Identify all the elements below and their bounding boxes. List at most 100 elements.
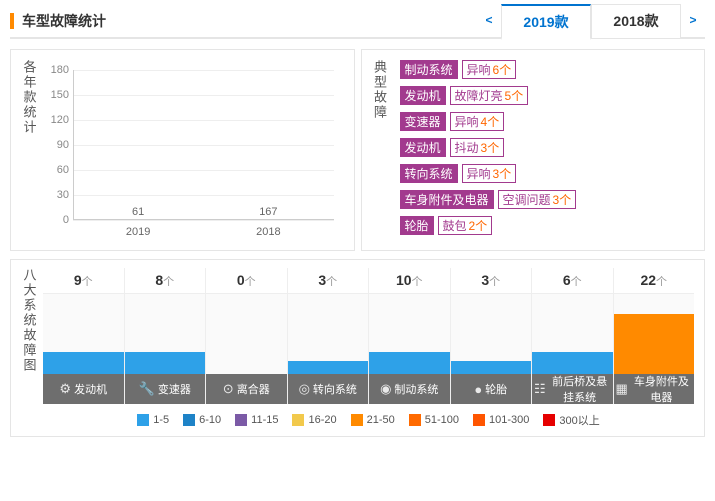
fault-row[interactable]: 发动机故障灯亮5个 xyxy=(400,86,695,105)
system-count: 10个 xyxy=(369,268,450,294)
system-count: 3个 xyxy=(288,268,369,294)
fault-desc: 鼓包2个 xyxy=(438,216,493,235)
fault-desc: 故障灯亮5个 xyxy=(450,86,529,105)
system-count: 9个 xyxy=(43,268,124,294)
fault-category-tag: 变速器 xyxy=(400,112,446,131)
header: 车型故障统计 < 2019款2018款 > xyxy=(10,5,705,39)
bar-label: 2019 xyxy=(113,226,163,238)
system-icon: ◎ xyxy=(299,381,310,397)
tab-2018款[interactable]: 2018款 xyxy=(591,4,681,38)
legend-item: 101-300 xyxy=(473,412,529,428)
system-bar xyxy=(451,361,532,374)
legend-label: 6-10 xyxy=(199,414,221,426)
y-tick: 0 xyxy=(43,214,69,226)
y-tick: 30 xyxy=(43,189,69,201)
bar-value: 167 xyxy=(259,206,277,218)
fault-row[interactable]: 轮胎鼓包2个 xyxy=(400,216,695,235)
legend-item: 6-10 xyxy=(183,412,221,428)
year-bar-chart: 03060901201501806120191672018 xyxy=(43,60,344,240)
system-label: ⊙离合器 xyxy=(206,374,287,404)
system-label: ◎转向系统 xyxy=(288,374,369,404)
typical-faults-panel: 典型故障 制动系统异响6个发动机故障灯亮5个变速器异响4个发动机抖动3个转向系统… xyxy=(361,49,706,251)
eight-systems-panel: 八大系统故障图 9个 ⚙发动机 8个 🔧变速器 0个 ⊙离合器 3个 ◎转向系统 10个 ◉制动系… xyxy=(10,259,705,437)
system-col-轮胎[interactable]: 3个 ●轮胎 xyxy=(451,268,533,404)
fault-desc: 异响6个 xyxy=(462,60,517,79)
legend-label: 11-15 xyxy=(251,414,278,426)
fault-category-tag: 制动系统 xyxy=(400,60,458,79)
legend-label: 51-100 xyxy=(425,414,459,426)
system-icon: ⚙ xyxy=(59,381,71,397)
fault-desc: 异响3个 xyxy=(462,164,517,183)
fault-row[interactable]: 转向系统异响3个 xyxy=(400,164,695,183)
fault-row[interactable]: 发动机抖动3个 xyxy=(400,138,695,157)
top-panels: 各年款统计 03060901201501806120191672018 典型故障… xyxy=(10,49,705,251)
tab-2019款[interactable]: 2019款 xyxy=(501,4,591,40)
system-label: ●轮胎 xyxy=(451,374,532,404)
legend-label: 21-50 xyxy=(367,414,395,426)
y-tick: 150 xyxy=(43,89,69,101)
legend-label: 16-20 xyxy=(308,414,336,426)
legend-item: 11-15 xyxy=(235,412,278,428)
system-count: 6个 xyxy=(532,268,613,294)
system-count: 3个 xyxy=(451,268,532,294)
system-col-变速器[interactable]: 8个 🔧变速器 xyxy=(125,268,207,404)
page-title: 车型故障统计 xyxy=(10,13,106,29)
legend-label: 101-300 xyxy=(489,414,529,426)
fault-row[interactable]: 车身附件及电器空调问题3个 xyxy=(400,190,695,209)
legend-swatch xyxy=(409,414,421,426)
system-col-发动机[interactable]: 9个 ⚙发动机 xyxy=(43,268,125,404)
y-tick: 180 xyxy=(43,64,69,76)
faults-list: 制动系统异响6个发动机故障灯亮5个变速器异响4个发动机抖动3个转向系统异响3个车… xyxy=(394,60,695,240)
root: 车型故障统计 < 2019款2018款 > 各年款统计 030609012015… xyxy=(0,0,715,447)
y-tick: 90 xyxy=(43,139,69,151)
system-label: ▦车身附件及电器 xyxy=(614,374,695,404)
year-chart-panel: 各年款统计 03060901201501806120191672018 xyxy=(10,49,355,251)
system-bar xyxy=(43,352,124,374)
system-count: 22个 xyxy=(614,268,695,294)
legend-swatch xyxy=(543,414,555,426)
legend-label: 1-5 xyxy=(153,414,169,426)
system-label: ⚙发动机 xyxy=(43,374,124,404)
system-count: 0个 xyxy=(206,268,287,294)
tab-next[interactable]: > xyxy=(681,4,705,38)
faults-vlabel: 典型故障 xyxy=(372,60,394,240)
system-bar xyxy=(288,361,369,374)
legend-item: 51-100 xyxy=(409,412,459,428)
legend-swatch xyxy=(351,414,363,426)
system-icon: ● xyxy=(474,382,482,397)
legend-swatch xyxy=(292,414,304,426)
system-label: 🔧变速器 xyxy=(125,374,206,404)
legend-swatch xyxy=(183,414,195,426)
y-tick: 120 xyxy=(43,114,69,126)
system-col-车身附件及电器[interactable]: 22个 ▦车身附件及电器 xyxy=(614,268,695,404)
eight-vlabel: 八大系统故障图 xyxy=(21,268,43,430)
year-chart-vlabel: 各年款统计 xyxy=(21,60,43,240)
system-count: 8个 xyxy=(125,268,206,294)
legend-swatch xyxy=(235,414,247,426)
fault-row[interactable]: 变速器异响4个 xyxy=(400,112,695,131)
legend-item: 1-5 xyxy=(137,412,169,428)
bar-label: 2018 xyxy=(243,226,293,238)
system-bar xyxy=(614,314,695,374)
tab-prev[interactable]: < xyxy=(477,4,501,38)
fault-desc: 异响4个 xyxy=(450,112,505,131)
system-col-制动系统[interactable]: 10个 ◉制动系统 xyxy=(369,268,451,404)
system-col-前后桥及悬挂系统[interactable]: 6个☷前后桥及悬挂系统 xyxy=(532,268,614,404)
system-icon: ⊙ xyxy=(223,381,234,397)
system-icon: ☷ xyxy=(534,381,546,397)
fault-desc: 空调问题3个 xyxy=(498,190,577,209)
fault-category-tag: 发动机 xyxy=(400,138,446,157)
year-tabs: < 2019款2018款 > xyxy=(477,4,705,38)
system-col-离合器[interactable]: 0个 ⊙离合器 xyxy=(206,268,288,404)
system-col-转向系统[interactable]: 3个 ◎转向系统 xyxy=(288,268,370,404)
fault-row[interactable]: 制动系统异响6个 xyxy=(400,60,695,79)
system-label: ◉制动系统 xyxy=(369,374,450,404)
legend-item: 16-20 xyxy=(292,412,336,428)
bar-value: 61 xyxy=(132,206,144,218)
legend-item: 300以上 xyxy=(543,412,599,428)
fault-category-tag: 轮胎 xyxy=(400,216,434,235)
system-bar xyxy=(369,352,450,374)
system-bar xyxy=(125,352,206,374)
fault-category-tag: 发动机 xyxy=(400,86,446,105)
fault-category-tag: 转向系统 xyxy=(400,164,458,183)
